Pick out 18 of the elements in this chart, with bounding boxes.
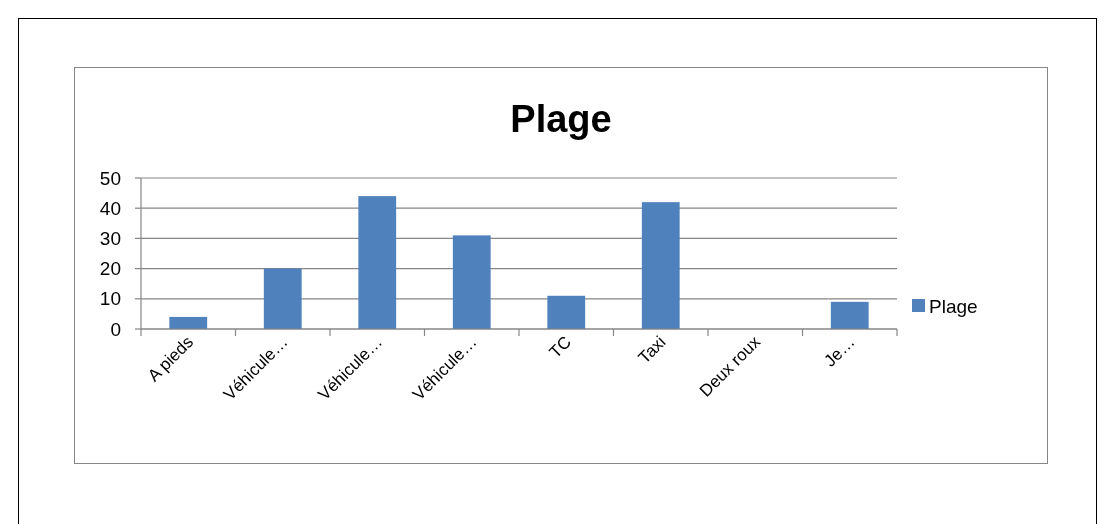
bar (358, 196, 397, 329)
y-tick-label: 50 (99, 167, 121, 189)
y-tick-label: 10 (99, 288, 121, 310)
y-tick-label: 30 (99, 228, 121, 250)
y-tick-label: 20 (99, 258, 121, 280)
bar (830, 301, 869, 329)
x-tick-label: Je… (820, 332, 859, 371)
chart-title: Plage (510, 98, 612, 140)
bar (547, 295, 586, 329)
bar (452, 235, 491, 329)
bar (169, 316, 208, 329)
y-tick-label: 0 (110, 318, 121, 340)
bar (641, 202, 680, 329)
x-tick-label: TC (545, 332, 576, 362)
y-tick-label: 40 (99, 197, 121, 219)
legend-label: Plage (929, 295, 978, 317)
bar (263, 268, 302, 329)
x-tick-label: Taxi (634, 332, 670, 368)
